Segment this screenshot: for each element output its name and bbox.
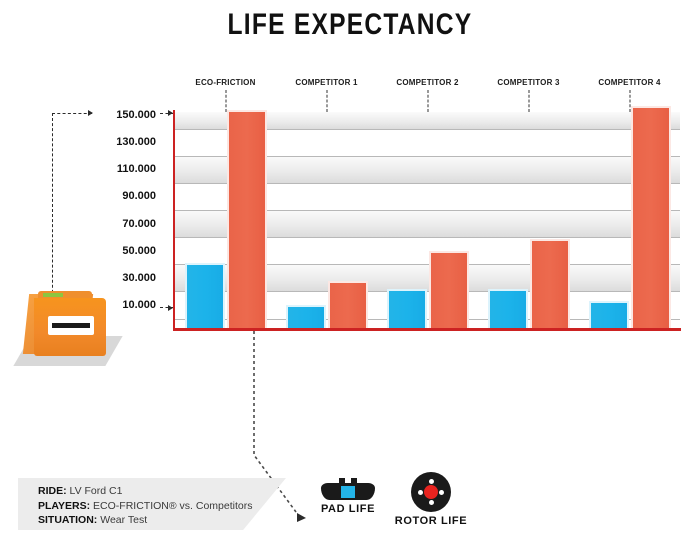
chart-band [175,112,680,129]
column-header-competitor-4: COMPETITOR 4 [598,78,661,87]
bar-pad-life-competitor-1 [285,305,326,328]
bar-pad-life-competitor-3 [487,288,528,328]
brake-pad-core [341,486,355,498]
column-tick [326,90,327,112]
plot-area [175,105,680,328]
info-situation-key: SITUATION: [38,514,98,526]
bar-pad-life-eco-friction [184,262,225,328]
gridline [175,291,680,293]
y-axis-labels: 150.000 130.000 110.000 90.000 70.000 50.000 3… [88,0,156,536]
y-axis-label: 70.000 [122,217,156,230]
brake-pad-tab-right [351,478,357,485]
column-header-competitor-2: COMPETITOR 2 [396,78,459,87]
axis-label-bracket [160,113,174,308]
y-axis-label: 90.000 [122,190,156,203]
folder-tab [38,291,92,301]
y-axis-label: 50.000 [122,244,156,257]
gridline [175,264,680,266]
brake-rotor-icon [411,472,451,512]
y-axis-label: 110.000 [116,163,156,176]
y-axis-label: 150.000 [116,109,156,121]
info-ride-key: RIDE: [38,485,67,497]
legend-label-pad-life: PAD LIFE [320,503,376,515]
info-ride-row: RIDE: LV Ford C1 [38,484,286,499]
axis-arrow-top [168,110,173,116]
brake-rotor-hub [424,485,438,499]
legend-item-pad-life: PAD LIFE [312,478,384,515]
rotor-bolt [428,500,434,505]
bar-rotor-life-eco-friction [226,109,267,328]
x-axis-line [173,328,681,331]
rotor-bolt [439,489,444,495]
folder-card-bar [52,323,90,328]
y-axis-line [173,110,175,331]
legend-item-rotor-life: ROTOR LIFE [392,472,470,527]
column-tick [427,90,428,112]
brake-pad-icon [321,478,375,500]
gridline [175,210,680,211]
info-situation-value: Wear Test [97,514,148,526]
folder-tab-accent [43,293,63,297]
axis-arrow-bottom [168,305,173,311]
rotor-bolt [418,489,423,495]
bar-rotor-life-competitor-1 [327,280,368,328]
legend-label-rotor-life: ROTOR LIFE [394,515,468,527]
bracket-arrow-top [88,110,93,116]
column-tick [528,90,529,112]
bar-rotor-life-competitor-3 [529,238,570,328]
column-header-eco-friction: ECO-FRICTION [195,78,256,87]
bar-pad-life-competitor-2 [386,288,427,328]
y-axis-label: 30.000 [122,271,156,284]
bar-rotor-life-competitor-2 [428,250,469,328]
info-panel: RIDE: LV Ford C1 PLAYERS: ECO-FRICTION® … [18,478,286,530]
info-players-row: PLAYERS: ECO-FRICTION® vs. Competitors [38,499,286,514]
gridline [175,237,680,239]
brake-pad-tab-left [339,478,345,485]
page-title: LIFE EXPECTANCY [227,8,473,41]
gridline [175,318,680,320]
info-players-key: PLAYERS: [38,499,91,512]
column-header-competitor-3: COMPETITOR 3 [497,78,560,87]
gridline [175,155,680,157]
folder-icon [13,288,123,366]
y-axis-label: 10.000 [122,299,156,311]
info-ride-value: LV Ford C1 [66,485,123,497]
column-tick [629,90,630,112]
column-header-competitor-1: COMPETITOR 1 [295,78,358,87]
folder-to-axis-bracket [52,113,92,308]
bar-rotor-life-competitor-4 [630,105,671,328]
gridline [175,128,680,130]
bar-pad-life-competitor-4 [588,300,629,328]
info-situation-row: SITUATION: Wear Test [38,513,286,528]
column-tick [225,90,226,112]
gridline [175,182,680,184]
info-players-value: ECO-FRICTION® vs. Competitors [90,499,253,512]
rotor-bolt [428,479,434,484]
y-axis-label: 130.000 [116,136,156,149]
